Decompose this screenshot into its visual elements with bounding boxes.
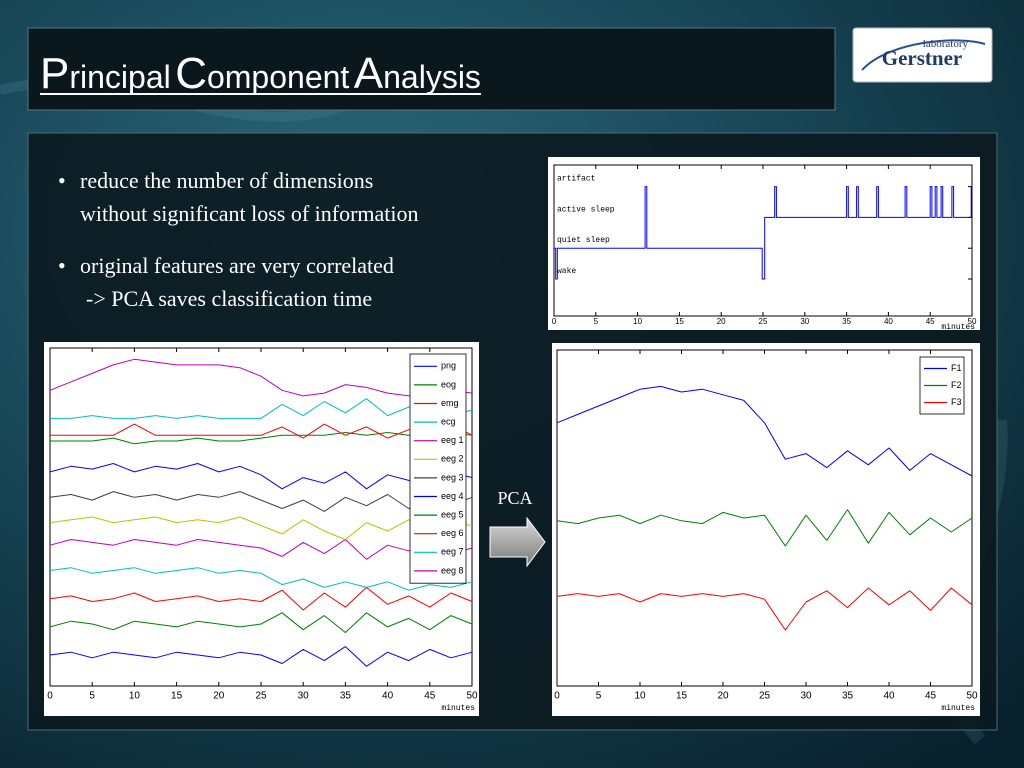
legend-label: F3 (951, 397, 962, 407)
x-tick-label: 5 (594, 317, 599, 326)
legend-label: eog (441, 379, 456, 389)
x-tick-label: 20 (717, 691, 729, 702)
legend-label: eeg 2 (441, 454, 464, 464)
logo-box (852, 27, 993, 83)
x-tick-label: 50 (466, 691, 478, 702)
plot-area (553, 164, 973, 317)
legend-label: emg (441, 398, 459, 408)
x-tick-label: 45 (926, 317, 935, 326)
x-tick-label: 0 (554, 691, 560, 702)
x-tick-label: 15 (675, 317, 684, 326)
x-tick-label: 40 (382, 691, 394, 702)
y-tick-label: artifact (557, 175, 595, 184)
x-tick-label: 0 (552, 317, 557, 326)
x-axis-label: minutes (441, 704, 475, 713)
series-line (556, 587, 973, 631)
x-tick-label: 25 (759, 317, 768, 326)
x-tick-label: 35 (340, 691, 352, 702)
series-line (49, 516, 473, 540)
plot-area (556, 349, 973, 687)
arrow (489, 516, 546, 568)
series-line (556, 385, 973, 477)
y-tick-label: quiet sleep (557, 236, 610, 245)
series-line (49, 646, 473, 667)
title: Principal Component Analysis (40, 49, 481, 98)
x-tick-label: 20 (717, 317, 726, 326)
x-tick-label: 30 (800, 317, 809, 326)
logo-swoosh (861, 39, 986, 71)
legend-box (409, 353, 467, 584)
legend-label: eeg 1 (441, 435, 464, 445)
legend-label: eeg 3 (441, 472, 464, 482)
series-line (50, 423, 473, 439)
series-line (50, 432, 473, 445)
x-tick-label: 50 (966, 691, 978, 702)
x-tick-label: 35 (842, 317, 851, 326)
bullet-text: reduce the number of dimensions (80, 168, 373, 193)
logo-name: Gerstner (882, 46, 962, 70)
x-tick-label: 30 (298, 691, 310, 702)
x-tick-label: 40 (884, 317, 893, 326)
legend-label: F1 (951, 363, 962, 373)
x-tick-label: 50 (968, 317, 977, 326)
title-box (27, 27, 836, 111)
x-tick-label: 40 (883, 691, 895, 702)
x-tick-label: 5 (89, 691, 95, 702)
x-tick-label: 45 (424, 691, 436, 702)
x-tick-label: 15 (171, 691, 183, 702)
series-line (556, 509, 973, 547)
legend-label: eeg 7 (441, 547, 464, 557)
bullet-text: without significant loss of information (80, 201, 419, 226)
y-tick-label: wake (557, 267, 576, 276)
x-tick-label: 10 (633, 317, 642, 326)
x-tick-label: 45 (925, 691, 937, 702)
x-tick-label: 35 (842, 691, 854, 702)
x-tick-label: 0 (47, 691, 53, 702)
x-tick-label: 10 (634, 691, 646, 702)
legend-label: eeg 8 (441, 565, 464, 575)
logo-top: laboratory (923, 38, 969, 50)
x-tick-label: 30 (800, 691, 812, 702)
plot-area (49, 347, 473, 687)
bullet-dot: • (58, 253, 66, 278)
series-line (49, 463, 473, 490)
x-tick-label: 10 (129, 691, 141, 702)
series-line (49, 612, 473, 633)
series-line (49, 567, 473, 591)
series-line (49, 586, 473, 611)
x-axis-label: minutes (941, 323, 975, 332)
x-tick-label: 5 (596, 691, 602, 702)
x-tick-label: 20 (213, 691, 225, 702)
series-line (49, 491, 473, 512)
bullet-dot: • (58, 168, 66, 193)
legend-label: eeg 6 (441, 528, 464, 538)
legend-label: ecg (441, 416, 456, 426)
y-tick-label: active sleep (557, 205, 615, 214)
x-tick-label: 25 (255, 691, 267, 702)
series-line (49, 358, 473, 397)
x-tick-label: 25 (759, 691, 771, 702)
bullet-text: original features are very correlated (80, 253, 394, 278)
legend-label: png (441, 361, 456, 371)
line (554, 186, 972, 280)
bullet-text: -> PCA saves classification time (86, 286, 372, 311)
series-line (50, 398, 473, 419)
legend-label: F2 (951, 380, 962, 390)
series-line (49, 539, 473, 560)
x-axis-label: minutes (941, 704, 975, 713)
x-tick-label: 15 (676, 691, 688, 702)
legend-label: eeg 4 (441, 491, 464, 501)
legend-label: eeg 5 (441, 509, 464, 519)
arrow-label: PCA (497, 488, 532, 508)
